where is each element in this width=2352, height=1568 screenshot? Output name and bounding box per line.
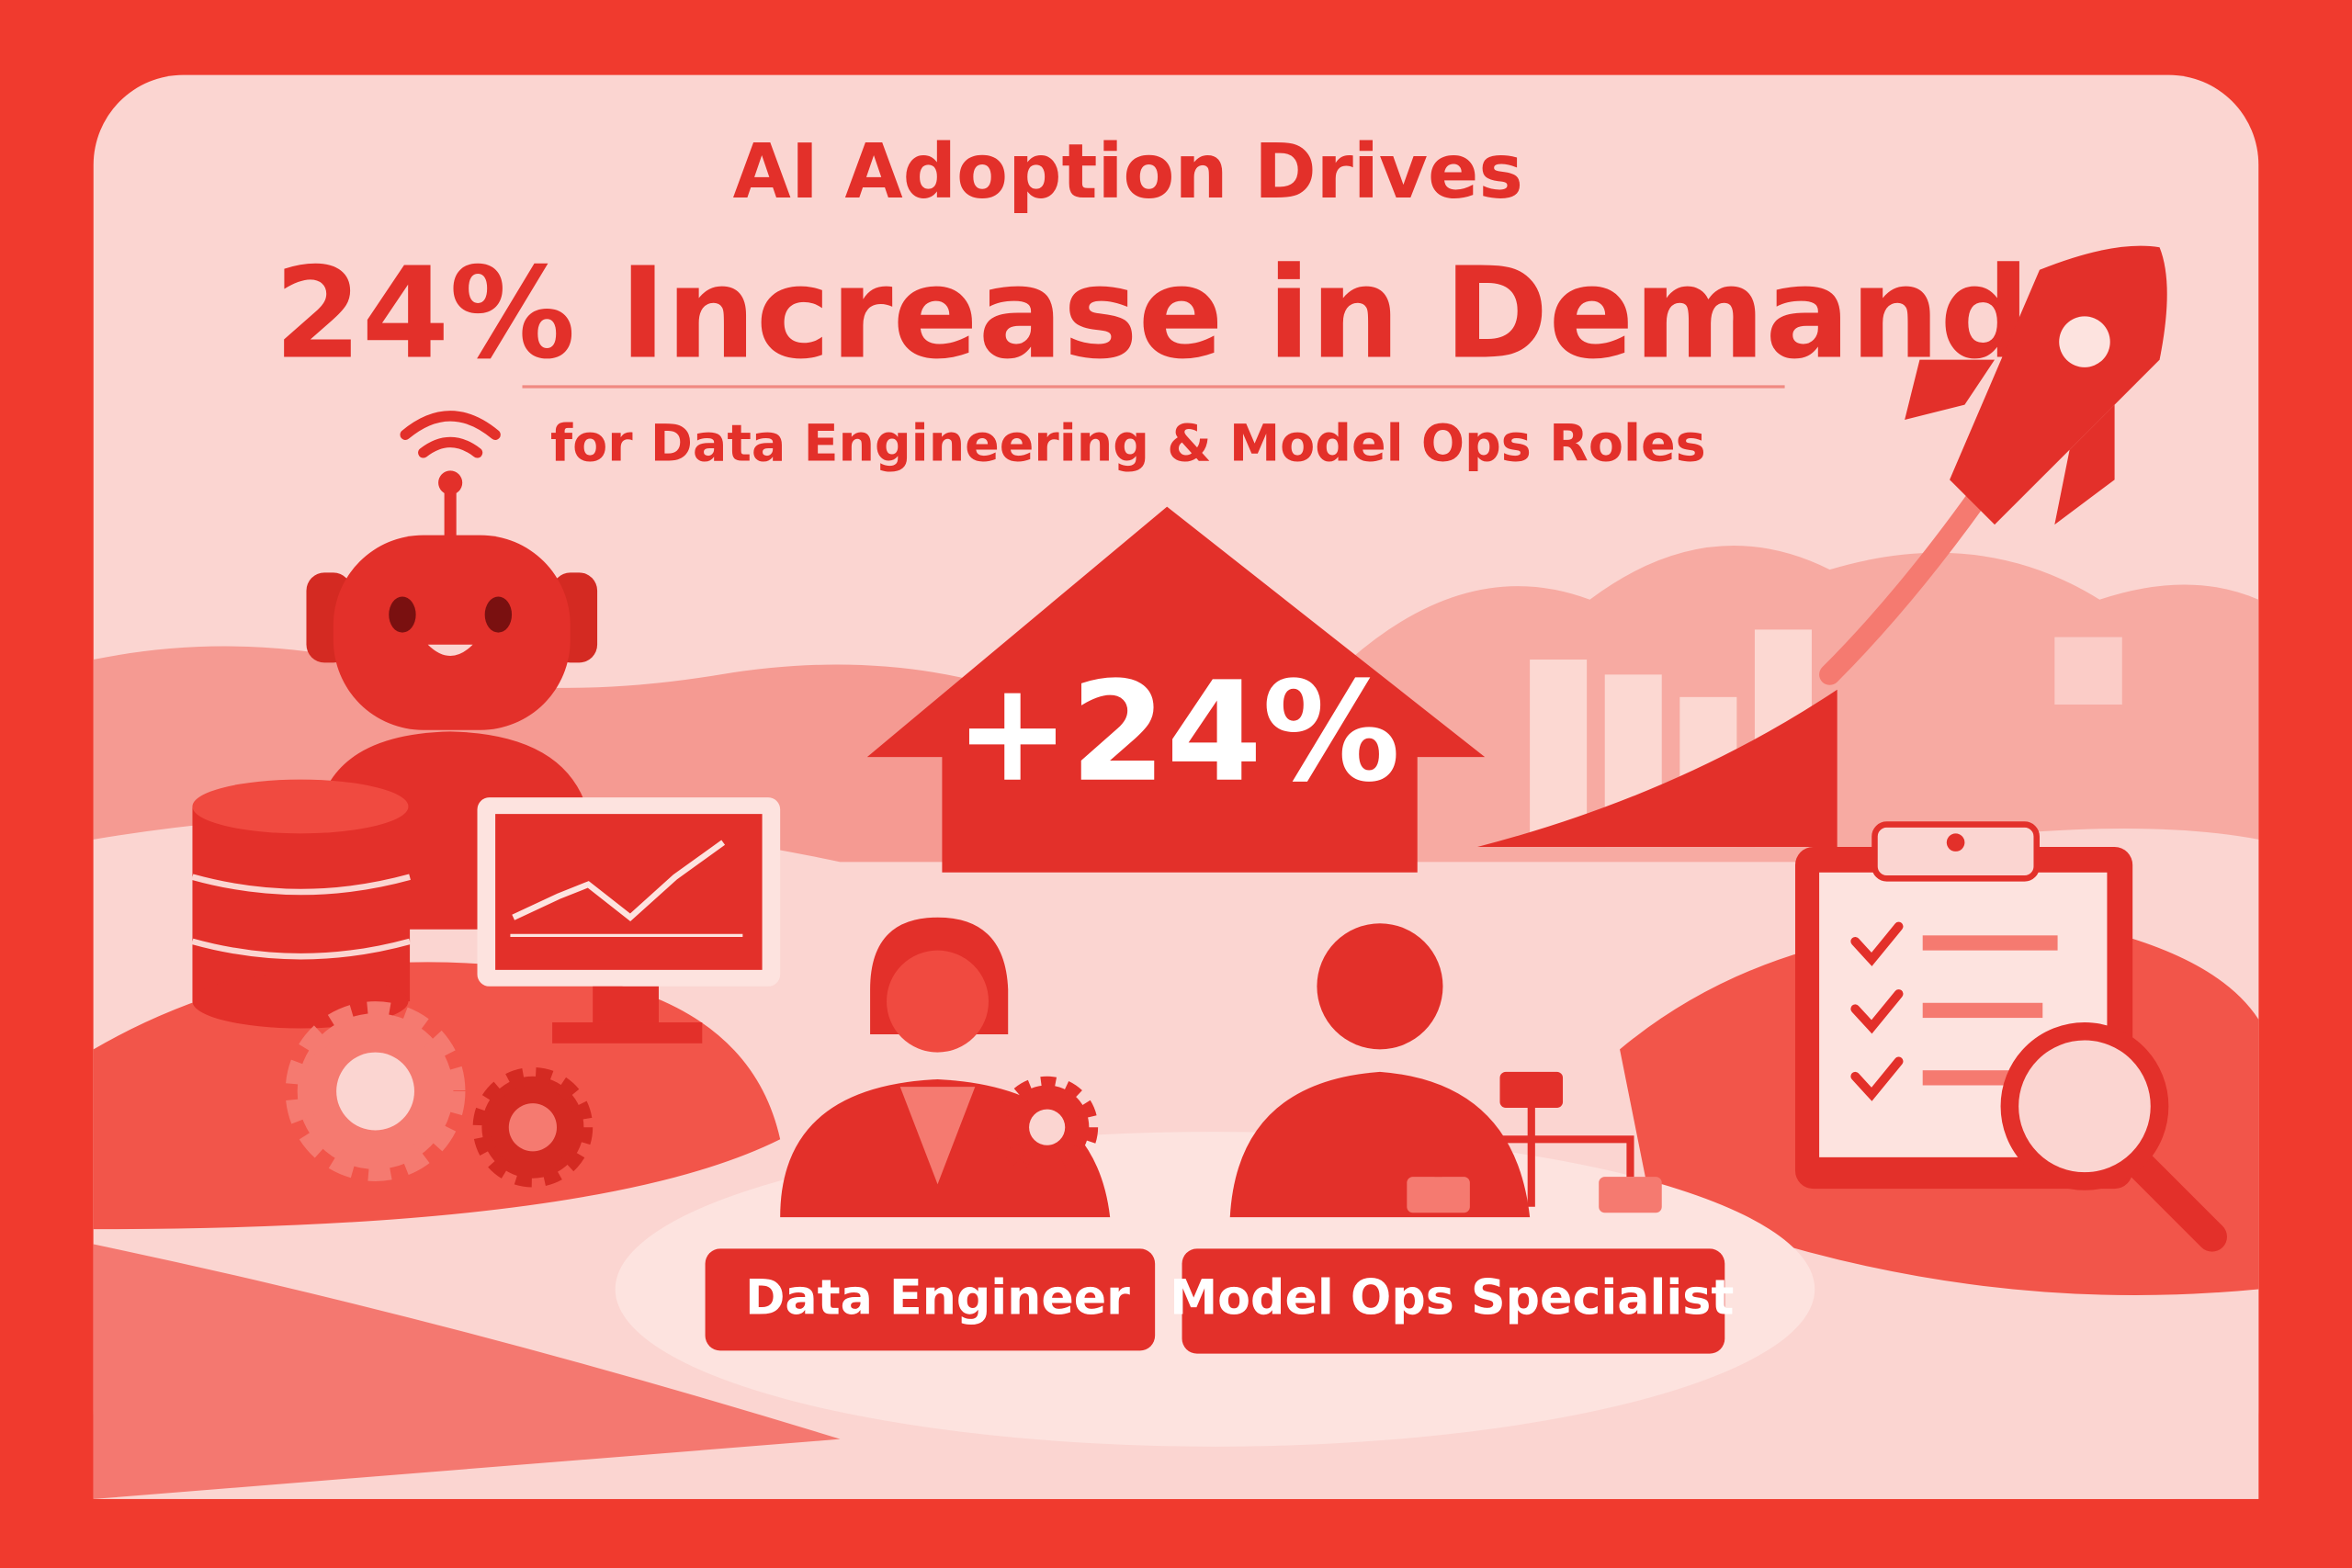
database — [191, 779, 411, 1029]
subtitle: for Data Engineering & Model Ops Roles — [550, 414, 1706, 473]
title: AI Adoption Drives — [733, 129, 1523, 216]
magnifier — [2000, 1021, 2227, 1252]
gears — [285, 1001, 594, 1188]
headline: 24% Increase in Demand — [274, 241, 2030, 387]
role-pill — [1182, 1248, 1725, 1354]
badge-value: +24% — [955, 653, 1400, 813]
data-engineer-icon — [780, 917, 1111, 1218]
model-ops-icon — [1229, 923, 1662, 1218]
rocket — [1819, 245, 2167, 685]
shadow — [93, 1244, 841, 1499]
role-pill — [705, 1248, 1156, 1351]
arrow-badge — [866, 506, 1486, 873]
role-label: Data Engineer — [745, 1271, 1130, 1326]
role-label: Model Ops Specialist — [1170, 1271, 1734, 1326]
growth-bars — [1477, 629, 2122, 848]
monitor — [477, 797, 781, 1043]
